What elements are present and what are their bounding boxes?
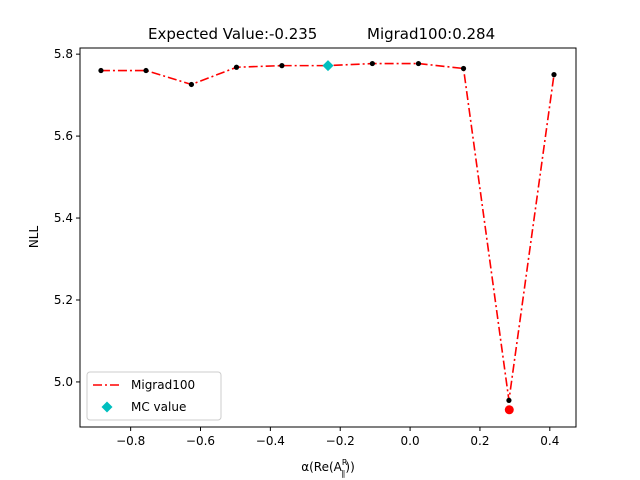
mc-value-marker: [322, 60, 334, 72]
legend-box: [86, 371, 222, 421]
legend-mc-value-label: MC value: [131, 400, 186, 414]
y-tick-label: 5.8: [54, 47, 73, 61]
x-tick-label: 0.4: [540, 434, 559, 448]
y-tick-label: 5.0: [54, 375, 73, 389]
plot-area: [79, 47, 577, 428]
legend-mc-value-swatch: [101, 401, 113, 413]
x-axis-ticks: −0.8 −0.6 −0.4 −0.2 0.0 0.2 0.4: [116, 427, 559, 448]
migrad-minimum-marker: [504, 405, 514, 415]
scan-point: [369, 60, 375, 67]
x-tick-label: 0.0: [401, 434, 420, 448]
x-tick-label: −0.6: [186, 434, 215, 448]
scan-point: [460, 65, 467, 72]
title-migrad-value: Migrad100:0.284: [367, 25, 495, 43]
y-tick-label: 5.6: [54, 129, 73, 143]
legend-migrad100-label: Migrad100: [131, 378, 195, 392]
migrad100-series-line: [100, 62, 555, 401]
chart-title: Expected Value:-0.235 Migrad100:0.284: [148, 25, 495, 43]
scan-point: [551, 72, 557, 78]
scan-point: [233, 64, 240, 70]
scan-point: [98, 67, 104, 74]
x-tick-label: −0.4: [256, 434, 285, 448]
y-axis-ticks: 5.0 5.2 5.4 5.6 5.8: [54, 47, 80, 389]
scan-point: [506, 397, 512, 403]
y-axis-label: NLL: [27, 226, 41, 249]
x-axis-label: α(Re(AR ∥)): [301, 458, 355, 478]
scan-point: [279, 63, 285, 69]
y-tick-label: 5.4: [54, 211, 73, 225]
plot-frame: [79, 47, 577, 428]
scan-point: [188, 81, 195, 88]
title-expected-value: Expected Value:-0.235: [148, 25, 317, 43]
scan-point: [143, 67, 149, 74]
legend: Migrad100 MC value: [86, 371, 222, 421]
y-tick-label: 5.2: [54, 293, 73, 307]
scan-point: [415, 60, 422, 67]
x-tick-label: −0.8: [116, 434, 145, 448]
x-tick-label: 0.2: [470, 434, 489, 448]
x-tick-label: −0.2: [326, 434, 355, 448]
